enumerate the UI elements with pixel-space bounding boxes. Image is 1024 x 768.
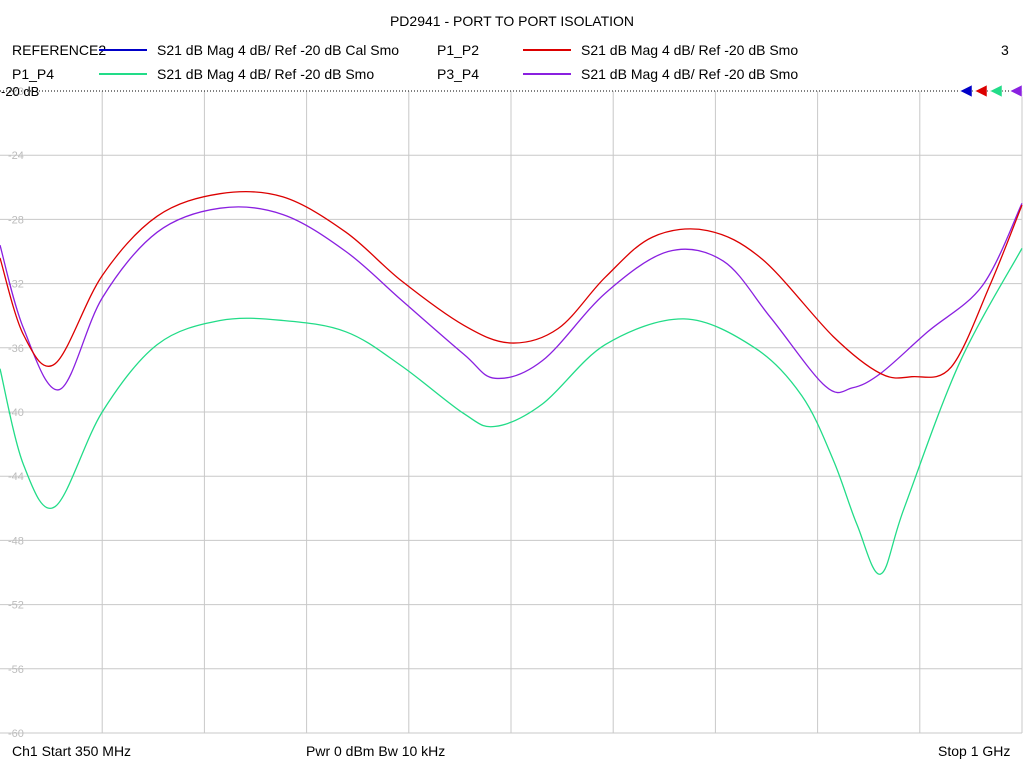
y-tick-label: -52 xyxy=(8,600,24,612)
y-tick-label: -48 xyxy=(8,535,24,547)
legend-swatch-reference2 xyxy=(99,49,147,51)
trace-p1-p2 xyxy=(0,190,1023,379)
legend-name-p3-p4: P3_P4 xyxy=(437,66,480,82)
reference-marker xyxy=(989,84,1003,98)
legend-name-p1-p4: P1_P4 xyxy=(12,66,55,82)
y-tick-label: -40 xyxy=(8,407,24,419)
trace-count: 3 xyxy=(1001,42,1009,58)
start-frequency-label: Ch1 Start 350 MHz xyxy=(12,743,132,759)
legend-desc-p1-p2: S21 dB Mag 4 dB/ Ref -20 dB Smo xyxy=(581,42,799,58)
legend-swatch-p3-p4 xyxy=(523,73,571,75)
legend-desc-p3-p4: S21 dB Mag 4 dB/ Ref -20 dB Smo xyxy=(581,66,799,82)
y-tick-label: -24 xyxy=(8,150,24,162)
legend-name-p1-p2: P1_P2 xyxy=(437,42,480,58)
chart-title: PD2941 - PORT TO PORT ISOLATION xyxy=(389,13,635,29)
y-tick-label: -56 xyxy=(8,664,24,676)
legend-swatch-p1-p2 xyxy=(523,49,571,51)
legend-desc-p1-p4: S21 dB Mag 4 dB/ Ref -20 dB Smo xyxy=(157,66,375,82)
reference-level-label: -20 dB xyxy=(1,84,39,99)
y-tick-label: -44 xyxy=(8,471,24,483)
y-tick-label: -36 xyxy=(8,343,24,355)
y-tick-label: -60 xyxy=(8,728,24,740)
reference-marker xyxy=(1009,84,1023,98)
stop-frequency-label: Stop 1 GHz xyxy=(938,743,1011,759)
legend-swatch-p1-p4 xyxy=(99,73,147,75)
y-tick-label: -28 xyxy=(8,214,24,226)
trace-p3-p4 xyxy=(0,203,1023,394)
legend-name-reference2: REFERENCE2 xyxy=(12,42,107,58)
reference-marker xyxy=(974,84,988,98)
reference-marker xyxy=(959,84,973,98)
trace-p1-p4 xyxy=(0,247,1023,575)
y-tick-label: -20 xyxy=(8,86,24,98)
power-bandwidth-label: Pwr 0 dBm Bw 10 kHz xyxy=(306,743,446,759)
legend-desc-reference2: S21 dB Mag 4 dB/ Ref -20 dB Cal Smo xyxy=(157,42,400,58)
y-tick-label: -32 xyxy=(8,279,24,291)
